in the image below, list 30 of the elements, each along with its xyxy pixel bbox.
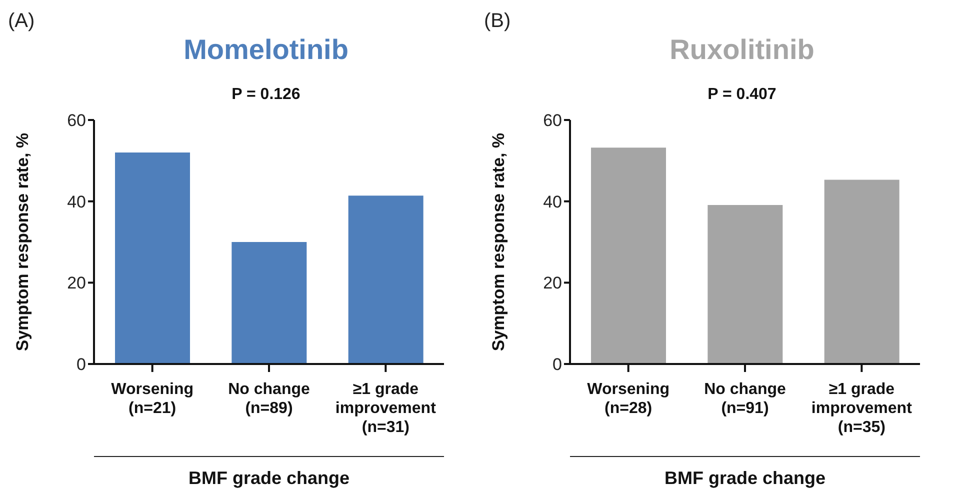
chart-title: Ruxolitinib	[668, 34, 816, 66]
x-tick-label: ≥1 grade improvement (n=31)	[335, 381, 437, 436]
y-axis-title: Symptom response rate, %	[489, 132, 508, 352]
x-tick-label: Worsening (n=21)	[111, 381, 194, 417]
y-tick-label: 0	[76, 355, 86, 374]
x-tick-label: Worsening (n=28)	[587, 381, 670, 417]
y-tick-label: 60	[67, 111, 86, 130]
bar	[232, 242, 307, 364]
bar	[708, 204, 783, 364]
x-axis-title: BMF grade change	[663, 468, 827, 489]
chart-title: Momelotinib	[182, 34, 350, 66]
y-tick-label: 20	[543, 274, 562, 293]
y-tick-label: 40	[67, 192, 86, 212]
y-axis-title: Symptom response rate, %	[13, 132, 32, 352]
y-tick-label: 40	[543, 192, 562, 212]
bar	[824, 180, 900, 364]
chart-subtitle: P = 0.126	[230, 86, 302, 104]
text: (B)	[484, 10, 511, 33]
y-tick-label: 20	[67, 274, 86, 293]
x-axis-title: BMF grade change	[187, 468, 351, 489]
x-tick-label: No change (n=89)	[228, 381, 310, 417]
x-tick-label: ≥1 grade improvement (n=35)	[811, 381, 913, 436]
bar	[348, 196, 424, 364]
x-tick-label: No change (n=91)	[704, 381, 786, 417]
chart-subtitle: P = 0.407	[706, 86, 778, 104]
y-tick-label: 60	[543, 111, 562, 130]
text: (A)	[8, 10, 35, 33]
y-tick-label: 0	[552, 355, 562, 374]
bar	[115, 152, 190, 364]
bar	[591, 148, 666, 364]
